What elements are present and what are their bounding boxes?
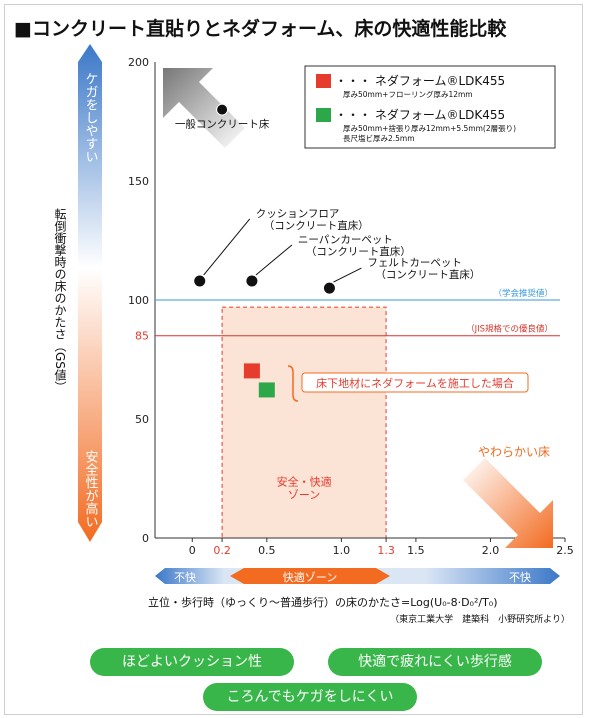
point-label: （コンクリート直床） xyxy=(375,268,480,281)
y-tick-label: 50 xyxy=(135,413,149,426)
x-tick-label: 2.0 xyxy=(482,544,500,557)
data-point xyxy=(216,103,229,116)
legend-swatch-green xyxy=(316,108,331,122)
comfort-zone xyxy=(221,306,387,539)
x-tick-label: 1.3 xyxy=(377,544,395,557)
data-point xyxy=(323,282,335,294)
data-point xyxy=(243,363,260,379)
band-left-label: 不快 xyxy=(174,571,196,584)
data-point xyxy=(258,382,275,398)
soft-floor-label: やわらかい床 xyxy=(478,445,550,459)
page-title: ■コンクリート直貼りとネダフォーム、床の快適性能比較 xyxy=(14,18,507,40)
legend-item-1: ・・・ ネダフォーム®LDK455 xyxy=(335,73,505,88)
point-label: フェルトカーペット xyxy=(367,257,462,269)
point-label: 一般コンクリート床 xyxy=(175,118,270,131)
x-tick-label: 0.2 xyxy=(213,544,231,557)
reference-line-label: （学会推奨値） xyxy=(493,288,553,299)
y-bottom-label: 安全性が高い xyxy=(83,450,99,528)
x-tick-label: 1.5 xyxy=(407,544,425,557)
y-tick-label: 200 xyxy=(128,56,149,69)
x-tick-label: 0.5 xyxy=(258,544,276,557)
point-leader-line xyxy=(255,244,293,276)
badge-comfort-walk: 快適で疲れにくい歩行感 xyxy=(328,648,542,676)
point-label: クッションフロア xyxy=(256,208,340,220)
point-leader-line xyxy=(333,267,362,283)
y-tick-label: 150 xyxy=(128,175,149,188)
callout-box xyxy=(301,372,529,393)
data-point xyxy=(194,275,206,287)
legend-note-2b: 長尺塩ビ厚み2.5mm xyxy=(343,133,415,143)
x-tick-label: 1.0 xyxy=(333,544,351,557)
hard-floor-arrow xyxy=(163,68,245,148)
x-tick-label: 2.5 xyxy=(556,544,574,557)
y-axis-title: 転倒衝撃時の床のかたさ（GS値） xyxy=(53,208,67,393)
badge-cushion: ほどよいクッション性 xyxy=(90,648,294,676)
point-label: （コンクリート直床） xyxy=(264,219,369,232)
callout-text: 床下地材にネダフォームを施工した場合 xyxy=(316,376,514,390)
reference-line-label: （JIS規格での優良値） xyxy=(466,324,553,335)
legend-note-2a: 厚み50mm+捨張り厚み12mm+5.5mm(2層張り) xyxy=(343,123,516,133)
x-comfort-band xyxy=(155,568,560,584)
legend-note-1: 厚み50mm+フローリング厚み12mm xyxy=(343,89,473,99)
data-point xyxy=(246,275,258,287)
comfort-zone-label-1: 安全・快適 xyxy=(277,475,332,489)
x-tick-label: 0 xyxy=(189,544,196,557)
legend-box xyxy=(304,65,556,149)
x-axis-title: 立位・歩行時（ゆっくり〜普通歩行）の床のかたさ=Log(U₀-8·D₀²/T₀) xyxy=(148,595,498,609)
callout-bracket xyxy=(287,365,299,402)
y-top-label: ケガをしやすい xyxy=(83,72,99,163)
point-label: （コンクリート直床） xyxy=(306,245,411,258)
comfort-zone-label-2: ゾーン xyxy=(288,489,320,502)
y-tick-label: 100 xyxy=(128,294,149,307)
x-axis-source: （東京工業大学 建築科 小野研究所より） xyxy=(390,613,570,625)
y-tick-label: 85 xyxy=(135,330,149,343)
soft-floor-arrow xyxy=(463,458,553,548)
legend-swatch-red xyxy=(316,74,331,88)
legend-item-2: ・・・ ネダフォーム®LDK455 xyxy=(335,107,505,122)
point-leader-line xyxy=(203,218,251,276)
y-gradient-arrow xyxy=(78,44,102,542)
band-center-label: 快適ゾーン xyxy=(283,570,337,584)
hard-floor-label: かたい床 xyxy=(215,69,259,83)
badge-safe-fall: ころんでもケガをしにくい xyxy=(203,683,417,711)
y-tick-label: 0 xyxy=(142,532,149,545)
band-right-label: 不快 xyxy=(509,571,531,584)
point-label: ニーパンカーペット xyxy=(298,234,393,246)
